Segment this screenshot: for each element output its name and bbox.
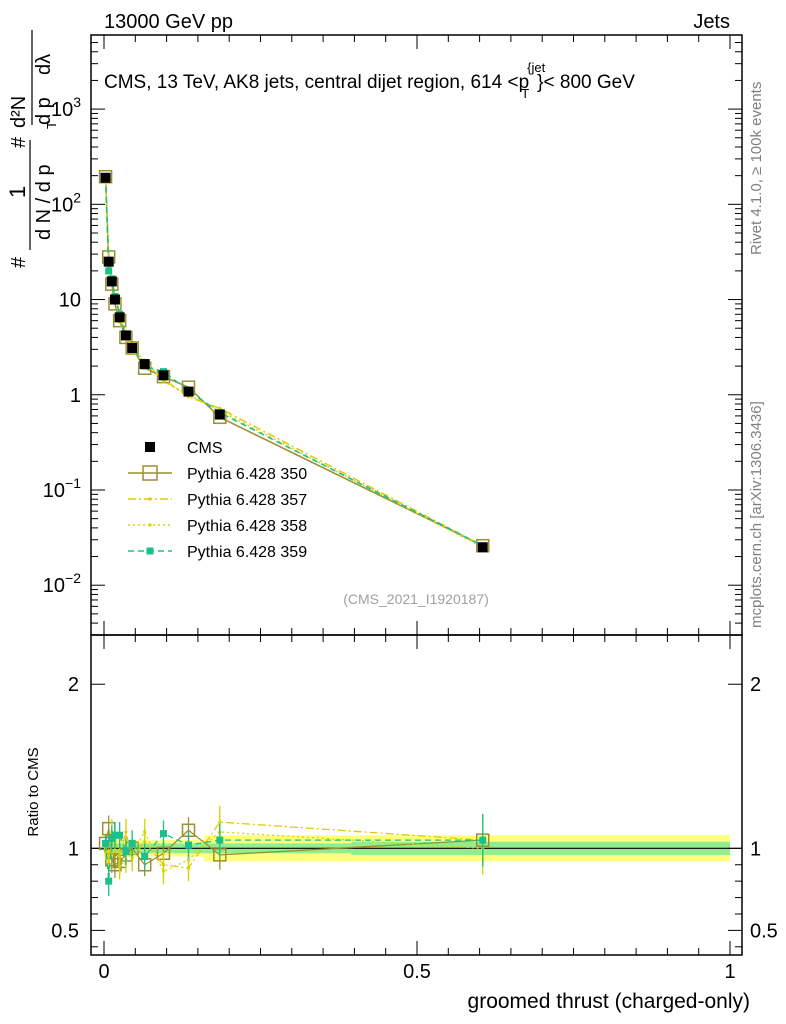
- title-sup: {jet: [527, 60, 545, 75]
- main-x-ticks: [103, 35, 731, 635]
- data-point: [214, 409, 225, 420]
- ratio-marker: [161, 869, 166, 873]
- legend-entry: CMS: [145, 440, 223, 457]
- ratio-plot-frame: [90, 634, 743, 956]
- ratio-marker: [479, 836, 487, 844]
- data-point: [100, 172, 111, 183]
- ylabel-t-sub-1: T: [44, 121, 59, 129]
- ratio-series-pythia-6-428-359: [102, 813, 487, 896]
- x-axis-label: groomed thrust (charged-only): [468, 990, 750, 1013]
- series-line: [104, 176, 484, 547]
- series-line: [104, 178, 484, 547]
- main-y-axis: 10−2 10−1 1 10 102 103: [43, 34, 742, 636]
- legend-entry: Pythia 6.428 358: [128, 518, 307, 535]
- data-point: [120, 330, 131, 341]
- data-point: [103, 256, 114, 267]
- data-point: [127, 342, 138, 353]
- data-point: [158, 370, 169, 381]
- ratio-marker: [185, 841, 193, 849]
- main-plot: 10−2 10−1 1 10 102 103: [43, 34, 742, 636]
- ratio-marker: [111, 831, 119, 839]
- ratio-marker: [118, 864, 122, 868]
- ratio-marker: [102, 839, 110, 847]
- legend-label: Pythia 6.428 359: [187, 544, 307, 561]
- ratio-x-axis: 0 0.5 1: [98, 635, 736, 983]
- ylabel-one: 1: [5, 186, 30, 198]
- ratio-marker: [159, 830, 167, 838]
- ratio-marker: [128, 839, 136, 847]
- legend-label: Pythia 6.428 358: [187, 518, 307, 535]
- legend: CMS Pythia 6.428 350 Pythia 6.428 357 Pythi…: [128, 440, 307, 561]
- mcplots-label: mcplots.cern.ch [arXiv:1306.3436]: [748, 401, 765, 628]
- legend-marker: [148, 497, 152, 501]
- ratio-marker: [141, 853, 149, 861]
- legend-label: CMS: [187, 440, 223, 457]
- main-y-tick-label: 10: [59, 290, 81, 312]
- ratio-y-axis-label: Ratio to CMS: [25, 747, 42, 836]
- ratio-y-tick-label-right: 2: [750, 674, 761, 696]
- main-y-tick-label: 10−2: [43, 570, 81, 597]
- ylabel-d2n: d²N: [8, 96, 30, 128]
- legend-marker: [142, 465, 158, 481]
- ylabel-dn-dpt: d N / d p: [33, 164, 55, 240]
- legend-label: Pythia 6.428 350: [187, 466, 307, 483]
- title-suffix: }< 800 GeV: [537, 72, 635, 93]
- legend-entry: Pythia 6.428 357: [128, 492, 307, 509]
- ratio-y-tick-label: 0.5: [51, 920, 79, 942]
- legend-marker: [145, 442, 155, 452]
- legend-entry: Pythia 6.428 350: [128, 465, 307, 483]
- title-p: p: [519, 72, 530, 93]
- ratio-marker: [186, 858, 191, 862]
- data-point: [114, 312, 125, 323]
- ylabel-hash-2: #: [8, 136, 30, 148]
- legend-marker: [146, 547, 154, 555]
- data-point: [477, 542, 488, 553]
- energy-label: 13000 GeV pp: [104, 11, 233, 33]
- ratio-y-axis: 0.5 0.5 1 1 2 2: [51, 674, 778, 948]
- x-tick-label: 1: [724, 961, 735, 983]
- svg-text:CMS, 13 TeV, AK8 jets, central: CMS, 13 TeV, AK8 jets, central dijet reg…: [104, 60, 635, 101]
- series-line: [104, 176, 484, 547]
- ratio-line: [104, 821, 483, 869]
- ratio-marker: [105, 877, 113, 885]
- analysis-watermark: (CMS_2021_I1920187): [343, 591, 489, 607]
- data-point: [183, 386, 194, 397]
- ratio-marker: [143, 830, 147, 834]
- ratio-marker: [124, 830, 128, 834]
- ratio-y-tick-label-right: 0.5: [750, 920, 778, 942]
- ratio-plot: 0.5 0.51 12 20 0.5 1: [51, 635, 778, 983]
- ratio-y-tick-label: 2: [68, 674, 79, 696]
- x-tick-label: 0: [98, 961, 109, 983]
- x-tick-label: 0.5: [403, 961, 431, 983]
- legend-entry: Pythia 6.428 359: [128, 544, 307, 561]
- data-point: [106, 276, 117, 287]
- category-label: Jets: [693, 11, 730, 33]
- legend-label: Pythia 6.428 357: [187, 492, 307, 509]
- series-cms: [100, 172, 488, 553]
- main-y-tick-label: 103: [51, 94, 81, 121]
- ylabel-dpt: d p: [33, 97, 55, 125]
- chart-title: CMS, 13 TeV, AK8 jets, central dijet reg…: [104, 60, 635, 101]
- title-prefix: CMS, 13 TeV, AK8 jets, central dijet reg…: [104, 72, 519, 93]
- main-y-axis-label: # 1 d N / d p T d²N # d p dλ: [5, 30, 59, 268]
- ratio-marker: [116, 831, 124, 839]
- ylabel-hash-1: #: [8, 256, 30, 268]
- rivet-version-label: Rivet 4.1.0, ≥ 100k events: [748, 82, 765, 255]
- series-marker: [105, 267, 113, 275]
- data-point: [109, 294, 120, 305]
- ratio-marker: [216, 836, 224, 844]
- legend-marker: [148, 523, 152, 527]
- main-y-tick-label: 1: [70, 385, 81, 407]
- title-sub: T: [521, 86, 529, 101]
- series-marker: [125, 341, 139, 355]
- main-y-tick-label: 10−1: [43, 475, 81, 502]
- ylabel-dlambda: dλ: [33, 54, 55, 75]
- ratio-y-tick-label: 1: [68, 838, 79, 860]
- main-y-tick-label: 102: [51, 189, 81, 216]
- series-marker: [161, 379, 166, 384]
- ratio-marker: [122, 848, 130, 856]
- ratio-y-tick-label-right: 1: [750, 838, 761, 860]
- data-point: [139, 359, 150, 370]
